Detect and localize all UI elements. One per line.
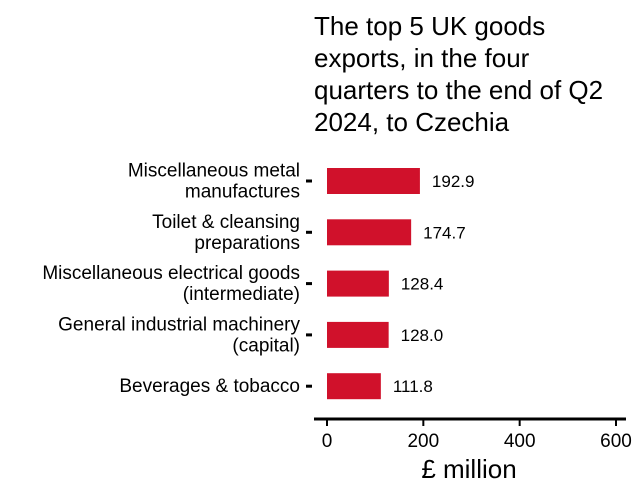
category-label: Toilet & cleansing xyxy=(152,212,300,233)
x-tick-label: 0 xyxy=(322,431,333,452)
category-label: (capital) xyxy=(232,335,300,356)
category-label: Miscellaneous metal xyxy=(128,161,300,182)
chart-title: The top 5 UK goods exports, in the four … xyxy=(314,10,642,138)
chart-title-line: exports, in the four xyxy=(314,43,530,73)
value-label: 128.4 xyxy=(401,275,444,294)
value-label: 111.8 xyxy=(393,377,433,396)
category-label: Miscellaneous electrical goods xyxy=(42,263,300,284)
x-tick-label: 600 xyxy=(600,431,632,452)
bars-group xyxy=(327,168,420,400)
bar xyxy=(327,270,389,297)
chart-title-line: 2024, to Czechia xyxy=(314,107,510,137)
category-label: General industrial machinery xyxy=(58,314,300,335)
bar xyxy=(327,219,412,246)
category-label: (intermediate) xyxy=(183,284,300,305)
chart-title-line: The top 5 UK goods xyxy=(314,11,546,41)
x-tick-label: 400 xyxy=(504,431,536,452)
category-label: preparations xyxy=(194,233,300,254)
chart-title-line: quarters to the end of Q2 xyxy=(314,75,604,105)
value-label: 174.7 xyxy=(423,223,466,242)
bar xyxy=(327,373,381,400)
value-label: 128.0 xyxy=(401,326,444,345)
x-axis-title: £ million xyxy=(421,454,516,481)
x-axis: 0 200 400 600 xyxy=(314,417,632,452)
x-tick-label: 200 xyxy=(407,431,439,452)
bar xyxy=(327,321,389,348)
category-label: Beverages & tobacco xyxy=(119,376,300,397)
value-label: 192.9 xyxy=(432,172,475,191)
category-label: manufactures xyxy=(185,182,300,203)
value-labels-group: 192.9 174.7 128.4 128.0 111.8 xyxy=(393,172,475,396)
bar xyxy=(327,168,420,194)
